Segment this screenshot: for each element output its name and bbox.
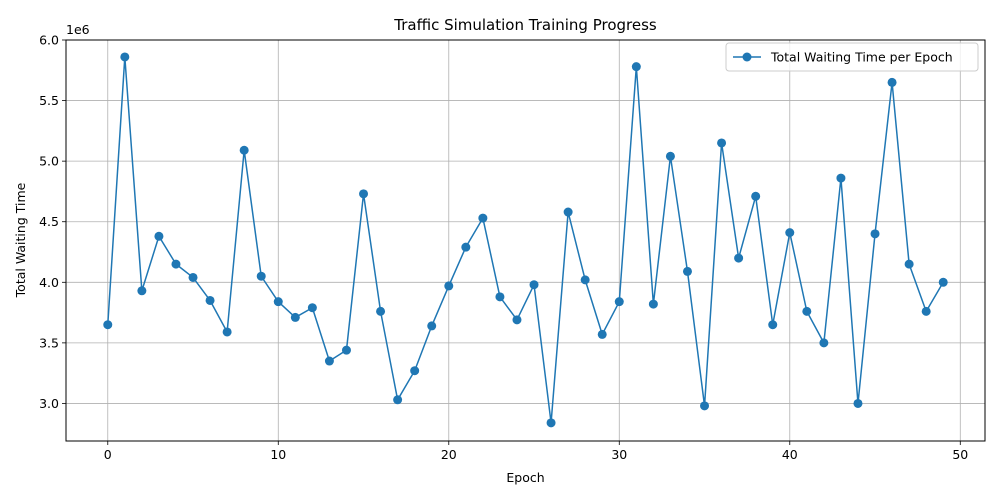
data-point [563,207,573,217]
legend-frame [725,42,979,72]
data-point [307,303,317,313]
data-point [256,271,266,281]
x-tick-label: 10 [270,447,286,462]
plot-frame [65,39,986,442]
data-point [938,277,948,287]
data-point [751,191,761,201]
data-point [205,295,215,305]
data-point [444,281,454,291]
data-point [188,272,198,282]
data-point [802,306,812,316]
data-point [870,229,880,239]
x-tick-label: 0 [104,447,112,462]
data-point [341,345,351,355]
data-point [137,286,147,296]
data-point [324,356,334,366]
data-point [614,297,624,307]
data-point [904,259,914,269]
data-point [171,259,181,269]
data-point [853,398,863,408]
data-point [665,151,675,161]
legend: Total Waiting Time per Epoch [725,42,979,72]
data-point [376,306,386,316]
y-tick-label: 5.5 [39,93,59,108]
x-axis-label: Epoch [506,470,544,485]
data-point [273,297,283,307]
data-point [597,329,607,339]
data-point [290,312,300,322]
data-point [222,327,232,337]
chart-title: Traffic Simulation Training Progress [393,16,657,34]
y-tick-label: 4.5 [39,214,59,229]
data-point [461,242,471,252]
data-point [768,320,778,330]
data-point [427,321,437,331]
data-point [700,401,710,411]
grid-layer [66,39,985,441]
x-tick-label: 30 [611,447,627,462]
data-point [734,253,744,263]
data-point [154,231,164,241]
data-point [359,189,369,199]
series-layer [103,52,948,428]
data-point [785,228,795,238]
data-point [580,275,590,285]
y-axis-label: Total Waiting Time [13,182,28,298]
data-point [495,292,505,302]
data-point [478,213,488,223]
y-tick-label: 3.0 [39,396,59,411]
data-point [682,266,692,276]
x-tick-label: 50 [952,447,968,462]
x-tick-label: 20 [441,447,457,462]
y-scale-offset-label: 1e6 [66,22,90,37]
y-tick-label: 6.0 [39,33,59,48]
data-point [887,77,897,87]
data-point [717,138,727,148]
data-point [393,395,403,405]
x-tick-label: 40 [782,447,798,462]
legend-label: Total Waiting Time per Epoch [770,50,953,65]
y-tick-label: 3.5 [39,335,59,350]
data-point [512,315,522,325]
data-point [921,306,931,316]
data-point [648,299,658,309]
legend-marker-swatch [742,52,752,62]
data-point [120,52,130,62]
data-point [819,338,829,348]
series-line [107,56,944,424]
data-point [103,320,113,330]
data-point [631,62,641,72]
ticks-layer: 0 10 20 30 40 50 3.0 3.5 4.0 4.5 5.0 5.5 6.0 [39,33,968,463]
data-point [529,280,539,290]
data-point [410,366,420,376]
y-tick-label: 5.0 [39,154,59,169]
data-point [546,418,556,428]
data-point [239,145,249,155]
y-tick-label: 4.0 [39,275,59,290]
data-point [836,173,846,183]
